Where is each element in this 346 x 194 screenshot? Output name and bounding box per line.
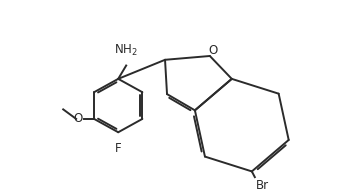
Text: Br: Br (256, 179, 269, 192)
Text: O: O (208, 44, 218, 57)
Text: NH$_2$: NH$_2$ (114, 43, 138, 58)
Text: O: O (74, 112, 83, 125)
Text: F: F (115, 142, 121, 155)
